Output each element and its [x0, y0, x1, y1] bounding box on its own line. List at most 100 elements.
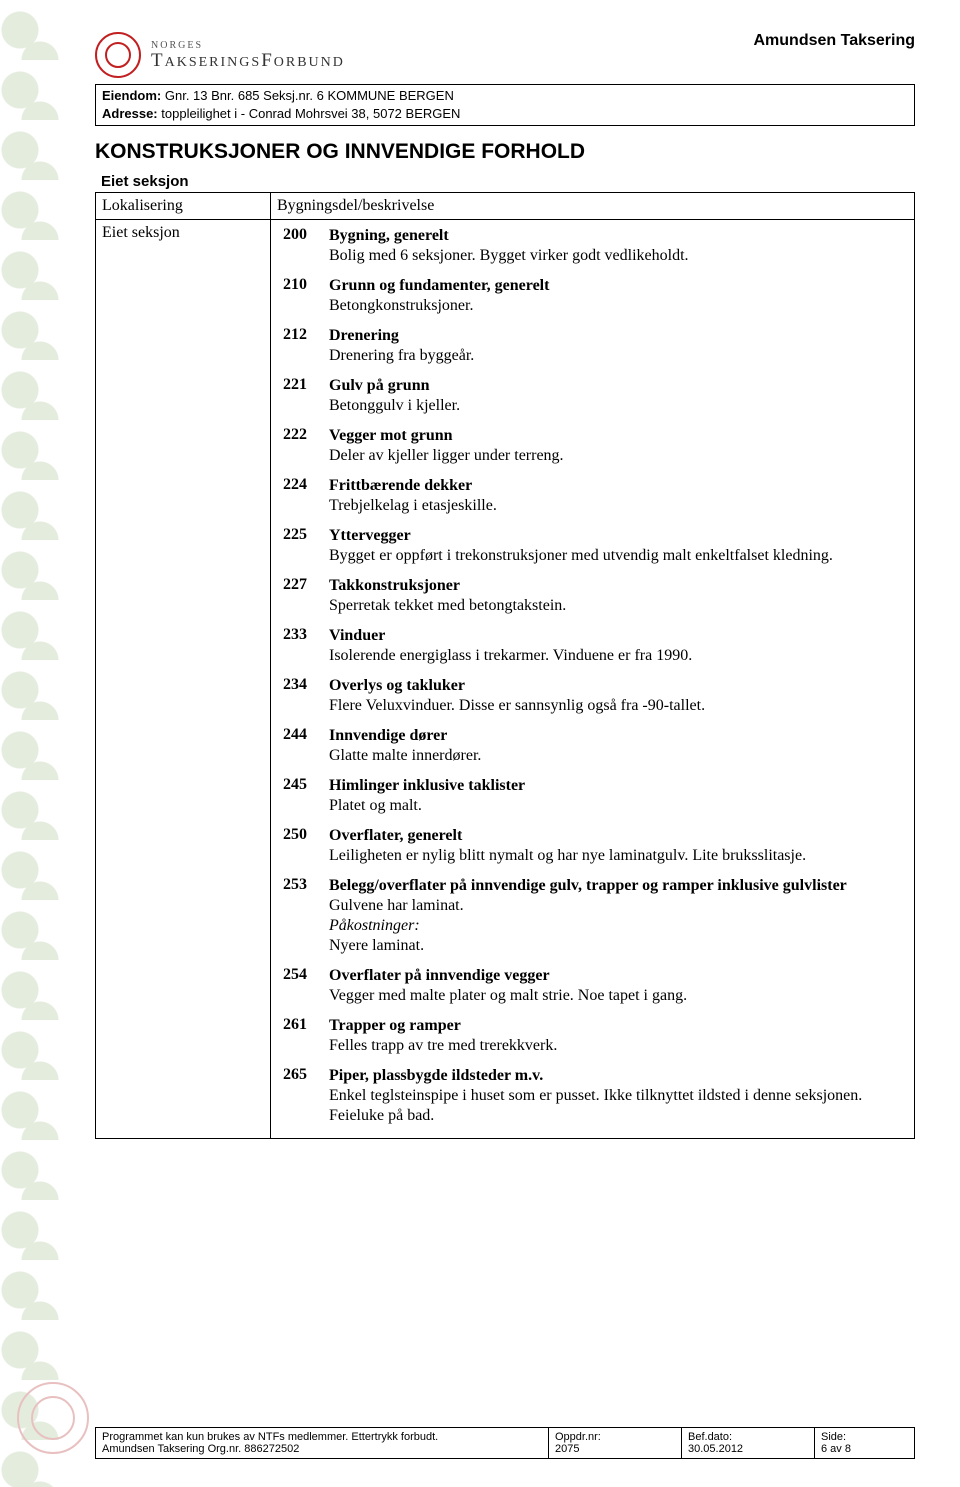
item-label: Belegg/overflater på innvendige gulv, tr… [329, 876, 902, 896]
page: NORGES TAKSERINGSFORBUND Amundsen Takser… [0, 0, 960, 1487]
construction-item: 261Trapper og ramperFelles trapp av tre … [277, 1014, 908, 1064]
construction-item: 222Vegger mot grunnDeler av kjeller ligg… [277, 424, 908, 474]
property-meta-box: Eiendom: Gnr. 13 Bnr. 685 Seksj.nr. 6 KO… [95, 84, 915, 126]
ntf-logo-icon [95, 32, 141, 78]
item-body: VinduerIsolerende energiglass i trekarme… [329, 626, 902, 666]
item-label: Yttervegger [329, 526, 902, 546]
construction-item: 250Overflater, genereltLeiligheten er ny… [277, 824, 908, 874]
construction-item: 227TakkonstruksjonerSperretak tekket med… [277, 574, 908, 624]
adresse-label: Adresse: [102, 106, 158, 121]
logo-line2: TAKSERINGSFORBUND [151, 51, 345, 71]
item-note: Påkostninger: [329, 916, 902, 936]
item-label: Bygning, generelt [329, 226, 902, 246]
section-title: KONSTRUKSJONER OG INNVENDIGE FORHOLD [95, 140, 915, 164]
item-code: 244 [283, 726, 329, 766]
oppdr-label: Oppdr.nr: [555, 1431, 675, 1443]
footer-bef-cell: Bef.dato: 30.05.2012 [682, 1428, 815, 1459]
construction-item: 233VinduerIsolerende energiglass i treka… [277, 624, 908, 674]
item-label: Overlys og takluker [329, 676, 902, 696]
item-code: 265 [283, 1066, 329, 1126]
item-code: 227 [283, 576, 329, 616]
item-body: Innvendige dørerGlatte malte innerdører. [329, 726, 902, 766]
item-body: Overflater, genereltLeiligheten er nylig… [329, 826, 902, 866]
construction-item: 253Belegg/overflater på innvendige gulv,… [277, 874, 908, 964]
col-left-header: Lokalisering [96, 193, 271, 220]
item-body: YtterveggerBygget er oppført i trekonstr… [329, 526, 902, 566]
item-body: Grunn og fundamenter, genereltBetongkons… [329, 276, 902, 316]
item-label: Overflater, generelt [329, 826, 902, 846]
logo-line1: NORGES [151, 40, 345, 51]
item-code: 245 [283, 776, 329, 816]
logo-text: NORGES TAKSERINGSFORBUND [151, 40, 345, 71]
item-label: Takkonstruksjoner [329, 576, 902, 596]
col-left-body: Eiet seksjon [96, 220, 271, 1139]
item-code: 250 [283, 826, 329, 866]
company-name: Amundsen Taksering [753, 32, 915, 50]
construction-item: 210Grunn og fundamenter, genereltBetongk… [277, 274, 908, 324]
item-body: TakkonstruksjonerSperretak tekket med be… [329, 576, 902, 616]
side-value: 6 av 8 [821, 1443, 908, 1455]
subheader-eiet: Eiet seksjon [95, 170, 915, 192]
item-code: 253 [283, 876, 329, 956]
item-label: Drenering [329, 326, 902, 346]
item-code: 221 [283, 376, 329, 416]
item-desc: Sperretak tekket med betongtakstein. [329, 596, 902, 616]
item-desc: Betonggulv i kjeller. [329, 396, 902, 416]
item-label: Vinduer [329, 626, 902, 646]
item-body: Piper, plassbygde ildsteder m.v.Enkel te… [329, 1066, 902, 1126]
item-code: 254 [283, 966, 329, 1006]
item-body: Frittbærende dekkerTrebjelkelag i etasje… [329, 476, 902, 516]
bef-value: 30.05.2012 [688, 1443, 808, 1455]
item-code: 261 [283, 1016, 329, 1056]
footer-row: Programmet kan kun brukes av NTFs medlem… [96, 1428, 915, 1459]
content-area: NORGES TAKSERINGSFORBUND Amundsen Takser… [95, 32, 915, 1139]
item-desc: Betongkonstruksjoner. [329, 296, 902, 316]
eiendom-label: Eiendom: [102, 88, 161, 103]
item-desc: Bolig med 6 seksjoner. Bygget virker god… [329, 246, 902, 266]
item-desc: Isolerende energiglass i trekarmer. Vind… [329, 646, 902, 666]
logo-block: NORGES TAKSERINGSFORBUND [95, 32, 345, 78]
construction-item: 221Gulv på grunnBetonggulv i kjeller. [277, 374, 908, 424]
item-desc: Trebjelkelag i etasjeskille. [329, 496, 902, 516]
item-code: 233 [283, 626, 329, 666]
construction-item: 200Bygning, genereltBolig med 6 seksjone… [277, 224, 908, 274]
footer-left-cell: Programmet kan kun brukes av NTFs medlem… [96, 1428, 549, 1459]
item-desc: Bygget er oppført i trekonstruksjoner me… [329, 546, 902, 566]
table-header-row: Lokalisering Bygningsdel/beskrivelse [96, 193, 915, 220]
item-code: 200 [283, 226, 329, 266]
item-label: Overflater på innvendige vegger [329, 966, 902, 986]
items-cell: 200Bygning, genereltBolig med 6 seksjone… [271, 220, 915, 1139]
col-right-header: Bygningsdel/beskrivelse [271, 193, 915, 220]
item-desc2: Nyere laminat. [329, 936, 902, 956]
item-label: Vegger mot grunn [329, 426, 902, 446]
footer-logo-watermark [17, 1382, 89, 1454]
footer-oppdr-cell: Oppdr.nr: 2075 [549, 1428, 682, 1459]
construction-item: 254Overflater på innvendige veggerVegger… [277, 964, 908, 1014]
item-desc: Platet og malt. [329, 796, 902, 816]
item-code: 234 [283, 676, 329, 716]
item-code: 210 [283, 276, 329, 316]
bef-label: Bef.dato: [688, 1431, 808, 1443]
eiendom-value: Gnr. 13 Bnr. 685 Seksj.nr. 6 KOMMUNE BER… [165, 88, 454, 103]
item-label: Frittbærende dekker [329, 476, 902, 496]
item-label: Grunn og fundamenter, generelt [329, 276, 902, 296]
item-body: Bygning, genereltBolig med 6 seksjoner. … [329, 226, 902, 266]
item-code: 225 [283, 526, 329, 566]
item-desc: Enkel teglsteinspipe i huset som er puss… [329, 1086, 902, 1126]
construction-item: 225YtterveggerBygget er oppført i trekon… [277, 524, 908, 574]
adresse-line: Adresse: toppleilighet i - Conrad Mohrsv… [102, 105, 908, 123]
item-body: Overflater på innvendige veggerVegger me… [329, 966, 902, 1006]
item-label: Piper, plassbygde ildsteder m.v. [329, 1066, 902, 1086]
item-desc: Flere Veluxvinduer. Disse er sannsynlig … [329, 696, 902, 716]
footer-side-cell: Side: 6 av 8 [815, 1428, 915, 1459]
item-body: Himlinger inklusive taklisterPlatet og m… [329, 776, 902, 816]
oppdr-value: 2075 [555, 1443, 675, 1455]
item-label: Trapper og ramper [329, 1016, 902, 1036]
item-desc: Leiligheten er nylig blitt nymalt og har… [329, 846, 902, 866]
footer-line2: Amundsen Taksering Org.nr. 886272502 [102, 1443, 542, 1455]
item-body: Vegger mot grunnDeler av kjeller ligger … [329, 426, 902, 466]
item-code: 212 [283, 326, 329, 366]
item-desc: Gulvene har laminat. [329, 896, 902, 916]
item-body: DreneringDrenering fra byggeår. [329, 326, 902, 366]
item-desc: Glatte malte innerdører. [329, 746, 902, 766]
